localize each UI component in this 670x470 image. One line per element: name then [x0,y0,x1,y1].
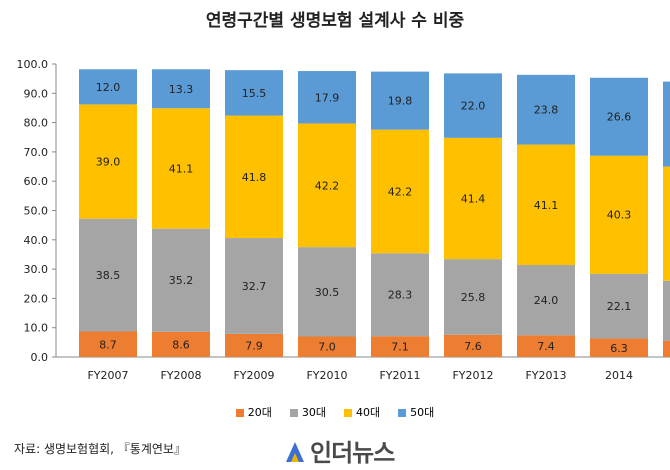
legend-label: 30대 [302,406,326,419]
data-label: 25.8 [461,291,486,304]
x-tick-label: FY2009 [233,369,274,382]
legend-item: 50대 [398,404,434,420]
data-label: 28.3 [388,289,413,302]
y-tick-label: 0.0 [31,351,49,364]
bar-segment [663,82,670,167]
y-tick-label: 80.0 [24,117,49,130]
legend: 20대 30대 40대 50대 [0,404,670,420]
legend-item: 40대 [344,404,380,420]
data-label: 38.5 [96,269,121,282]
logo-text: 인더뉴스 [310,439,394,467]
logo-mark-icon [284,440,306,464]
data-label: 41.1 [169,162,194,175]
data-label: 7.9 [245,339,263,352]
x-tick-label: FY2007 [87,369,128,382]
y-tick-label: 40.0 [24,234,49,247]
bar-segment [663,167,670,281]
data-label: 12.0 [96,81,121,94]
legend-label: 40대 [356,406,380,419]
data-label: 22.1 [607,300,632,313]
y-tick-label: 30.0 [24,263,49,276]
bar-segment [663,281,670,341]
data-label: 7.1 [391,341,409,354]
data-label: 19.8 [388,95,413,108]
x-tick-label: FY2008 [160,369,201,382]
y-tick-label: 100.0 [17,58,49,71]
legend-label: 20대 [248,406,272,419]
data-label: 41.4 [461,192,486,205]
legend-swatch [236,409,244,417]
data-label: 6.3 [610,342,628,355]
legend-item: 20대 [236,404,272,420]
x-tick-label: 2014 [605,369,633,382]
data-label: 42.2 [315,179,340,192]
data-label: 35.2 [169,274,194,287]
data-label: 13.3 [169,83,194,96]
y-tick-label: 90.0 [24,87,49,100]
legend-item: 30대 [290,404,326,420]
data-label: 30.5 [315,286,340,299]
legend-swatch [344,409,352,417]
data-label: 7.0 [318,341,336,354]
x-tick-label: FY2012 [452,369,493,382]
data-label: 22.0 [461,100,486,113]
data-label: 8.7 [99,338,117,351]
data-label: 42.2 [388,185,413,198]
x-tick-label: FY2011 [379,369,420,382]
y-tick-label: 60.0 [24,175,49,188]
y-tick-label: 50.0 [24,205,49,218]
legend-swatch [290,409,298,417]
legend-swatch [398,409,406,417]
bar-segment [663,341,670,357]
y-tick-label: 10.0 [24,322,49,335]
data-label: 32.7 [242,280,267,293]
source-note: 자료: 생명보험협회, 『통계연보』 [14,440,186,457]
y-tick-label: 20.0 [24,292,49,305]
x-tick-label: FY2010 [306,369,347,382]
logo: 인더뉴스 [284,433,394,468]
data-label: 8.6 [172,338,190,351]
data-label: 7.4 [537,340,555,353]
data-label: 41.8 [242,171,267,184]
data-label: 15.5 [242,87,267,100]
data-label: 41.1 [534,199,559,212]
y-tick-label: 70.0 [24,146,49,159]
data-label: 17.9 [315,91,340,104]
x-tick-label: FY2013 [525,369,566,382]
legend-label: 50대 [410,406,434,419]
data-label: 40.3 [607,209,632,222]
data-label: 39.0 [96,156,121,169]
bars [79,69,670,357]
data-label: 24.0 [534,294,559,307]
data-label: 26.6 [607,111,632,124]
data-label: 23.8 [534,104,559,117]
data-label: 7.6 [464,340,482,353]
